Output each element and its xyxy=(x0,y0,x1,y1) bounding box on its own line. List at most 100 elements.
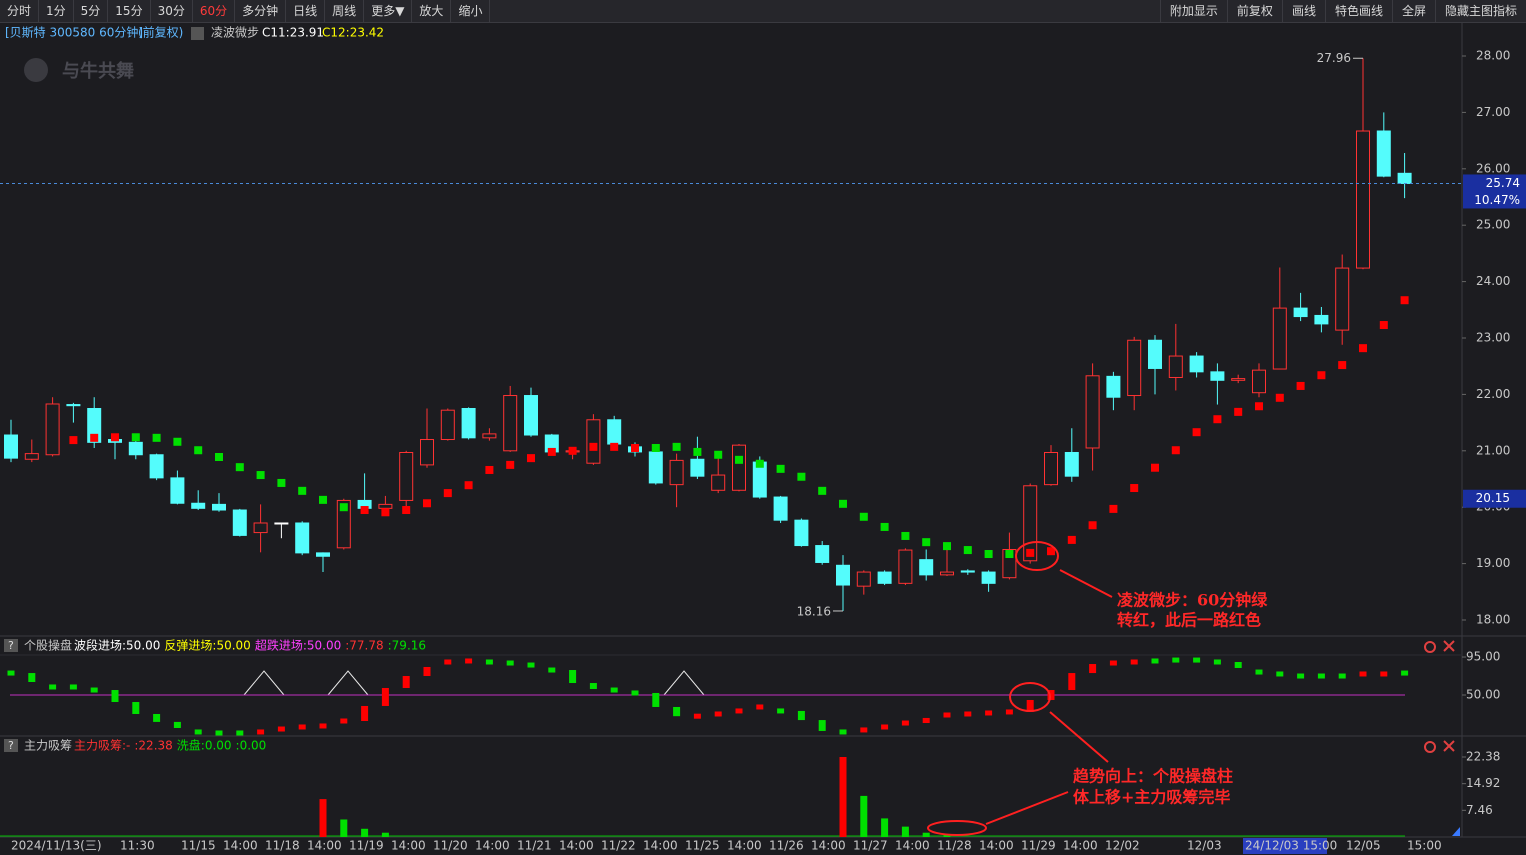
panel-bar xyxy=(1047,690,1055,700)
tb-button[interactable]: 分时 xyxy=(0,0,40,22)
panel-bar xyxy=(361,828,369,837)
panel-bar xyxy=(756,704,764,710)
y-tick-label: 95.00 xyxy=(1466,650,1500,664)
cursor-marker xyxy=(1463,489,1526,508)
candle-body xyxy=(1127,339,1142,397)
x-tick-label: 24/12/03 15:00 xyxy=(1245,839,1337,853)
tb-button[interactable]: 15分 xyxy=(108,0,151,22)
candle-body xyxy=(503,395,518,452)
close-icon[interactable] xyxy=(1443,740,1455,752)
tb-button[interactable]: 30分 xyxy=(151,0,193,22)
candle-body xyxy=(420,439,434,466)
help-icon[interactable] xyxy=(191,27,204,40)
x-tick-label: 11/22 xyxy=(601,839,636,853)
panel-bar xyxy=(797,710,805,721)
panel-legend: :79.16 xyxy=(388,639,426,653)
x-tick-label: 11/26 xyxy=(769,839,804,853)
x-tick-label: 11/15 xyxy=(181,839,216,853)
tb-button[interactable]: 日线 xyxy=(286,0,326,22)
candle-body xyxy=(836,564,850,586)
y-tick-label: 14.92 xyxy=(1466,776,1500,790)
panel-legend: :0.00 xyxy=(236,739,267,753)
indicator-dot xyxy=(423,499,431,508)
panel-bar xyxy=(1109,660,1117,666)
candle-body xyxy=(149,454,164,479)
tb-button[interactable]: 更多▼ xyxy=(364,0,413,22)
candle-body xyxy=(191,502,206,509)
indicator-value: C11:23.91 xyxy=(262,26,324,40)
x-tick-label: 14:00 xyxy=(223,839,258,853)
indicator-dot xyxy=(1379,321,1388,330)
help-icon[interactable] xyxy=(4,639,18,652)
indicator-dot xyxy=(381,508,390,517)
indicator-dot xyxy=(131,433,140,442)
indicator-dot xyxy=(547,447,556,456)
tb-button[interactable]: 附加显示 xyxy=(1159,0,1227,22)
tb-button[interactable]: 画线 xyxy=(1281,0,1325,22)
panel-title: 主力吸筹 xyxy=(24,739,72,753)
candle-body xyxy=(1376,130,1391,177)
tb-button[interactable]: 多分钟 xyxy=(235,0,287,22)
settings-icon[interactable] xyxy=(1424,741,1436,753)
watermark: 与牛共舞 xyxy=(62,60,134,82)
panel-bar xyxy=(1005,709,1013,715)
indicator-dot xyxy=(672,442,681,451)
panel-bar xyxy=(173,721,181,729)
candle-body xyxy=(648,451,663,484)
panel-bar xyxy=(236,730,244,736)
panel-bar xyxy=(881,818,889,837)
candle-body xyxy=(524,395,538,436)
tb-button[interactable]: 特色画线 xyxy=(1324,0,1392,22)
indicator-dot xyxy=(90,433,99,442)
candle-body xyxy=(4,434,18,459)
indicator-dot xyxy=(319,495,327,504)
panel-bar xyxy=(860,727,868,733)
panel-bar xyxy=(1089,664,1097,674)
tb-button[interactable]: 周线 xyxy=(325,0,365,22)
panel-bar xyxy=(340,819,348,837)
settings-icon[interactable] xyxy=(1424,641,1436,653)
indicator-dot xyxy=(464,481,473,490)
tb-button[interactable]: 60分 xyxy=(193,0,236,22)
candle-body xyxy=(981,571,996,584)
help-icon[interactable] xyxy=(4,739,18,752)
tb-button[interactable]: 放大 xyxy=(412,0,452,22)
panel-bar xyxy=(735,708,743,714)
indicator-dot xyxy=(194,446,203,455)
x-tick-label: 12/05 xyxy=(1346,839,1381,853)
panel-bar xyxy=(257,729,265,735)
indicator-dot xyxy=(1275,393,1284,402)
panel-bar xyxy=(111,690,119,703)
panel-bar xyxy=(901,720,909,726)
y-tick-label: 19.00 xyxy=(1476,556,1510,570)
tb-button[interactable]: 隐藏主图指标 xyxy=(1434,0,1526,22)
indicator-dot xyxy=(215,453,223,462)
x-tick-label: 12/02 xyxy=(1105,839,1140,853)
indicator-dot xyxy=(360,506,369,515)
panel-title: 个股操盘 xyxy=(24,638,72,653)
y-tick-label: 18.00 xyxy=(1476,613,1510,627)
min-label: 18.16 xyxy=(797,604,831,618)
candle-body xyxy=(1210,371,1225,381)
candle-body xyxy=(1397,172,1412,184)
candle-body xyxy=(1314,314,1329,325)
tb-button[interactable]: 1分 xyxy=(39,0,74,22)
tb-button[interactable]: 前复权 xyxy=(1226,0,1282,22)
indicator-dot xyxy=(1067,535,1076,544)
panel-bar xyxy=(839,729,847,735)
candle-body xyxy=(711,474,726,491)
tb-button[interactable]: 全屏 xyxy=(1391,0,1435,22)
indicator-dot xyxy=(818,486,827,495)
indicator-dot xyxy=(943,542,951,551)
annotation: 趋势向上：个股操盘柱 xyxy=(1073,767,1233,786)
annotation-shapes xyxy=(927,541,1113,836)
panel-bar xyxy=(340,718,348,724)
annotation: 转红，此后一路红色 xyxy=(1117,611,1261,630)
candle-body xyxy=(399,451,414,501)
tb-button[interactable]: 5分 xyxy=(74,0,109,22)
panel-bar xyxy=(1172,657,1180,663)
tb-button[interactable]: 缩小 xyxy=(451,0,491,22)
indicator-dot xyxy=(568,446,577,455)
close-icon[interactable] xyxy=(1443,640,1455,652)
cursor-price: 20.15 xyxy=(1476,491,1510,505)
